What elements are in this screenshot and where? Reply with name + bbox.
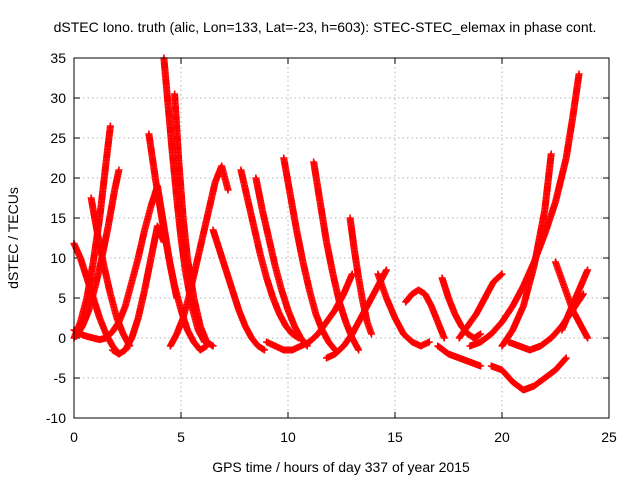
data-point <box>477 362 485 370</box>
data-point <box>367 330 375 338</box>
y-tick-label: 25 <box>50 130 66 146</box>
data-series <box>374 270 433 350</box>
data-point <box>425 338 433 346</box>
y-tick-label: 20 <box>50 170 66 186</box>
plot-frame <box>73 57 610 419</box>
y-tick-label: 10 <box>50 250 66 266</box>
data-series <box>434 342 485 370</box>
y-tick-label: 15 <box>50 210 66 226</box>
data-point <box>578 291 586 299</box>
data-point <box>497 271 505 279</box>
data-point <box>209 342 217 350</box>
data-point <box>260 346 268 354</box>
x-tick-label: 20 <box>494 429 510 445</box>
data-series <box>263 270 356 354</box>
y-tick-label: 35 <box>50 50 66 66</box>
data-points <box>70 54 592 394</box>
x-tick-label: 0 <box>70 429 78 445</box>
data-series <box>109 222 168 358</box>
data-series <box>70 122 114 342</box>
data-series <box>145 130 211 354</box>
data-point <box>440 334 448 342</box>
data-point <box>382 266 390 274</box>
chart-title: dSTEC Iono. truth (alic, Lon=133, Lat=-2… <box>54 19 597 35</box>
data-series <box>252 174 311 350</box>
data-point <box>575 70 583 78</box>
data-series <box>166 162 232 350</box>
data-point <box>561 355 569 363</box>
x-tick-label: 5 <box>177 429 185 445</box>
x-tick-label: 25 <box>601 429 617 445</box>
data-series <box>487 354 570 394</box>
y-tick-label: 5 <box>58 290 66 306</box>
data-point <box>584 266 592 274</box>
data-point <box>477 330 485 338</box>
data-series <box>171 90 217 350</box>
data-point <box>498 270 506 278</box>
y-tick-label: 0 <box>58 330 66 346</box>
y-tick-label: 30 <box>50 90 66 106</box>
data-series <box>237 166 303 342</box>
data-series <box>558 266 592 334</box>
data-point <box>106 122 114 130</box>
data-series <box>209 226 268 354</box>
data-series <box>455 270 506 342</box>
data-point <box>579 290 587 298</box>
data-point <box>584 334 592 342</box>
x-tick-label: 15 <box>387 429 403 445</box>
x-tick-label: 10 <box>280 429 296 445</box>
data-point <box>224 186 232 194</box>
data-series <box>402 286 448 342</box>
data-series <box>346 214 375 338</box>
data-point <box>562 354 570 362</box>
y-axis-label: dSTEC / TECUs <box>5 187 21 289</box>
data-point <box>115 166 123 174</box>
y-tick-label: -5 <box>54 370 67 386</box>
data-series <box>498 150 555 350</box>
x-axis-label: GPS time / hours of day 337 of year 2015 <box>212 459 470 475</box>
data-point <box>355 346 363 354</box>
y-tick-label: -10 <box>46 410 66 426</box>
data-point <box>547 150 555 158</box>
data-series <box>87 194 134 350</box>
data-series <box>466 70 583 350</box>
